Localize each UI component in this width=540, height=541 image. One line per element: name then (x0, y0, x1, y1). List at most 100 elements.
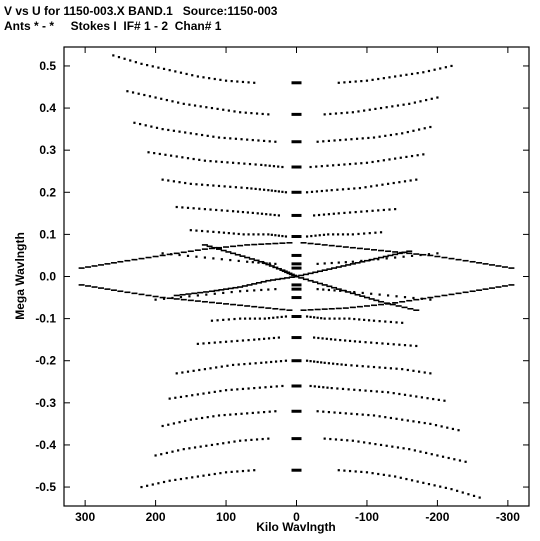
uv-point (284, 191, 288, 194)
uv-point (165, 98, 168, 102)
x-tick-label: -300 (496, 510, 520, 524)
uv-point (131, 91, 135, 94)
uv-point (154, 96, 157, 99)
uv-point (195, 417, 198, 420)
uv-point (291, 409, 302, 413)
uv-point (202, 474, 205, 477)
uv-point (227, 318, 230, 321)
uv-point (280, 315, 283, 319)
uv-point (343, 469, 346, 472)
uv-point (436, 454, 439, 457)
uv-point (277, 190, 280, 193)
uv-point (172, 422, 176, 425)
uv-point (148, 95, 152, 98)
uv-point (186, 254, 190, 257)
uv-point (151, 65, 154, 68)
uv-point (422, 153, 425, 156)
uv-point (265, 307, 272, 309)
uv-point (344, 412, 347, 415)
uv-point (239, 111, 242, 114)
uv-point (178, 421, 181, 424)
uv-point (258, 188, 261, 191)
uv-point (429, 125, 432, 129)
uv-point (216, 246, 222, 249)
uv-point (321, 284, 328, 286)
uv-point (154, 454, 157, 457)
uv-point (291, 262, 302, 266)
uv-point (110, 262, 117, 264)
uv-point (159, 254, 166, 257)
uv-point (262, 139, 266, 143)
uv-point (340, 112, 343, 115)
uv-point (429, 298, 432, 301)
uv-point (379, 106, 383, 110)
uv-point (378, 256, 385, 259)
uv-point (165, 451, 168, 455)
uv-point (350, 412, 353, 415)
uv-point (371, 78, 374, 81)
uv-point (336, 387, 339, 390)
uv-point (402, 447, 405, 450)
uv-point (146, 64, 149, 67)
uv-point (423, 421, 426, 425)
uv-point (412, 296, 415, 300)
uv-point (222, 318, 225, 321)
uv-point (378, 249, 385, 252)
uv-point (305, 359, 309, 362)
uv-point (237, 286, 244, 288)
uv-point (389, 320, 393, 324)
uv-point (355, 137, 359, 140)
uv-point (394, 475, 397, 478)
y-tick-label: 0.3 (39, 143, 56, 157)
uv-point (385, 250, 392, 253)
uv-point (260, 288, 263, 292)
uv-point (345, 264, 352, 266)
uv-point (437, 398, 440, 401)
uv-point (377, 160, 380, 163)
uv-point (131, 292, 138, 295)
uv-point (388, 208, 391, 211)
uv-point (365, 210, 369, 213)
uv-point (203, 256, 207, 259)
uv-point (211, 246, 218, 249)
uv-point (356, 247, 363, 250)
uv-point (363, 296, 370, 299)
uv-point (260, 361, 263, 364)
uv-point (251, 283, 258, 285)
uv-point (129, 59, 132, 62)
uv-point (371, 209, 374, 212)
uv-point (275, 385, 278, 388)
uv-point (427, 253, 431, 256)
uv-point (173, 298, 180, 300)
uv-point (358, 318, 361, 321)
uv-point (317, 385, 321, 388)
uv-point (157, 482, 160, 485)
uv-point (242, 233, 245, 236)
uv-point (396, 104, 400, 107)
uv-point (272, 316, 275, 319)
uv-point (158, 152, 161, 156)
uv-point (403, 393, 407, 396)
uv-point (298, 277, 305, 279)
uv-point (134, 61, 137, 64)
uv-point (247, 338, 250, 342)
uv-point (179, 477, 183, 481)
uv-point (208, 77, 211, 80)
uv-point (272, 336, 276, 340)
uv-point (181, 206, 184, 209)
uv-point (359, 295, 366, 297)
uv-point (331, 267, 338, 269)
visibility-points (78, 54, 515, 499)
uv-point (399, 300, 406, 303)
uv-point (145, 294, 152, 297)
uv-point (340, 363, 343, 366)
uv-point (307, 242, 314, 245)
uv-point (343, 211, 346, 215)
uv-point (200, 133, 204, 137)
uv-point (420, 297, 427, 300)
uv-point (202, 76, 205, 79)
uv-point (339, 338, 342, 342)
uv-point (377, 77, 380, 81)
uv-point (216, 319, 219, 322)
uv-point (244, 111, 247, 114)
